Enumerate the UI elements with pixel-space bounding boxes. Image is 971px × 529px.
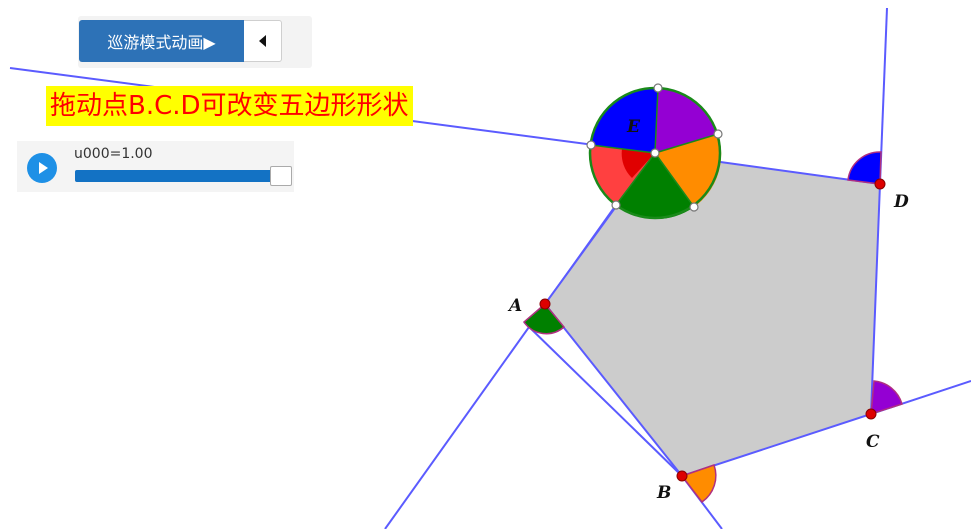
- slider-label: u000=1.00: [74, 146, 153, 162]
- triangle-left-icon: [259, 35, 266, 47]
- sector-purple: [655, 88, 718, 153]
- angle-mark-C: [870, 380, 903, 416]
- label-C: C: [866, 432, 880, 452]
- point-C[interactable]: [865, 408, 877, 420]
- back-button[interactable]: [244, 20, 282, 62]
- sector-blue: [591, 87, 658, 153]
- slider-handle[interactable]: [270, 166, 292, 186]
- pentagon: [543, 151, 882, 478]
- line-BA-extension: [523, 321, 683, 477]
- label-E: E: [626, 117, 641, 137]
- sector-orange: [655, 134, 722, 207]
- angle-mark-A: [522, 302, 566, 335]
- tour-mode-animation-button[interactable]: 巡游模式动画▶: [79, 20, 244, 62]
- label-A: A: [507, 296, 522, 316]
- label-D: D: [893, 192, 909, 212]
- sector-green: [616, 153, 694, 220]
- angle-sum-circle: [586, 83, 723, 220]
- point-B[interactable]: [676, 470, 688, 482]
- slider-track[interactable]: [75, 170, 283, 182]
- instruction-banner: 拖动点B.C.D可改变五边形形状: [46, 86, 413, 126]
- angle-mark-D: [847, 151, 882, 185]
- slider-panel: [17, 141, 294, 192]
- play-icon: [39, 162, 48, 174]
- point-A[interactable]: [539, 298, 551, 310]
- sector-red-inner: [621, 149, 655, 178]
- label-B: B: [656, 483, 671, 503]
- slider-fill: [75, 170, 283, 182]
- point-D[interactable]: [874, 178, 886, 190]
- play-button[interactable]: [27, 153, 57, 183]
- angle-mark-B: [680, 464, 717, 504]
